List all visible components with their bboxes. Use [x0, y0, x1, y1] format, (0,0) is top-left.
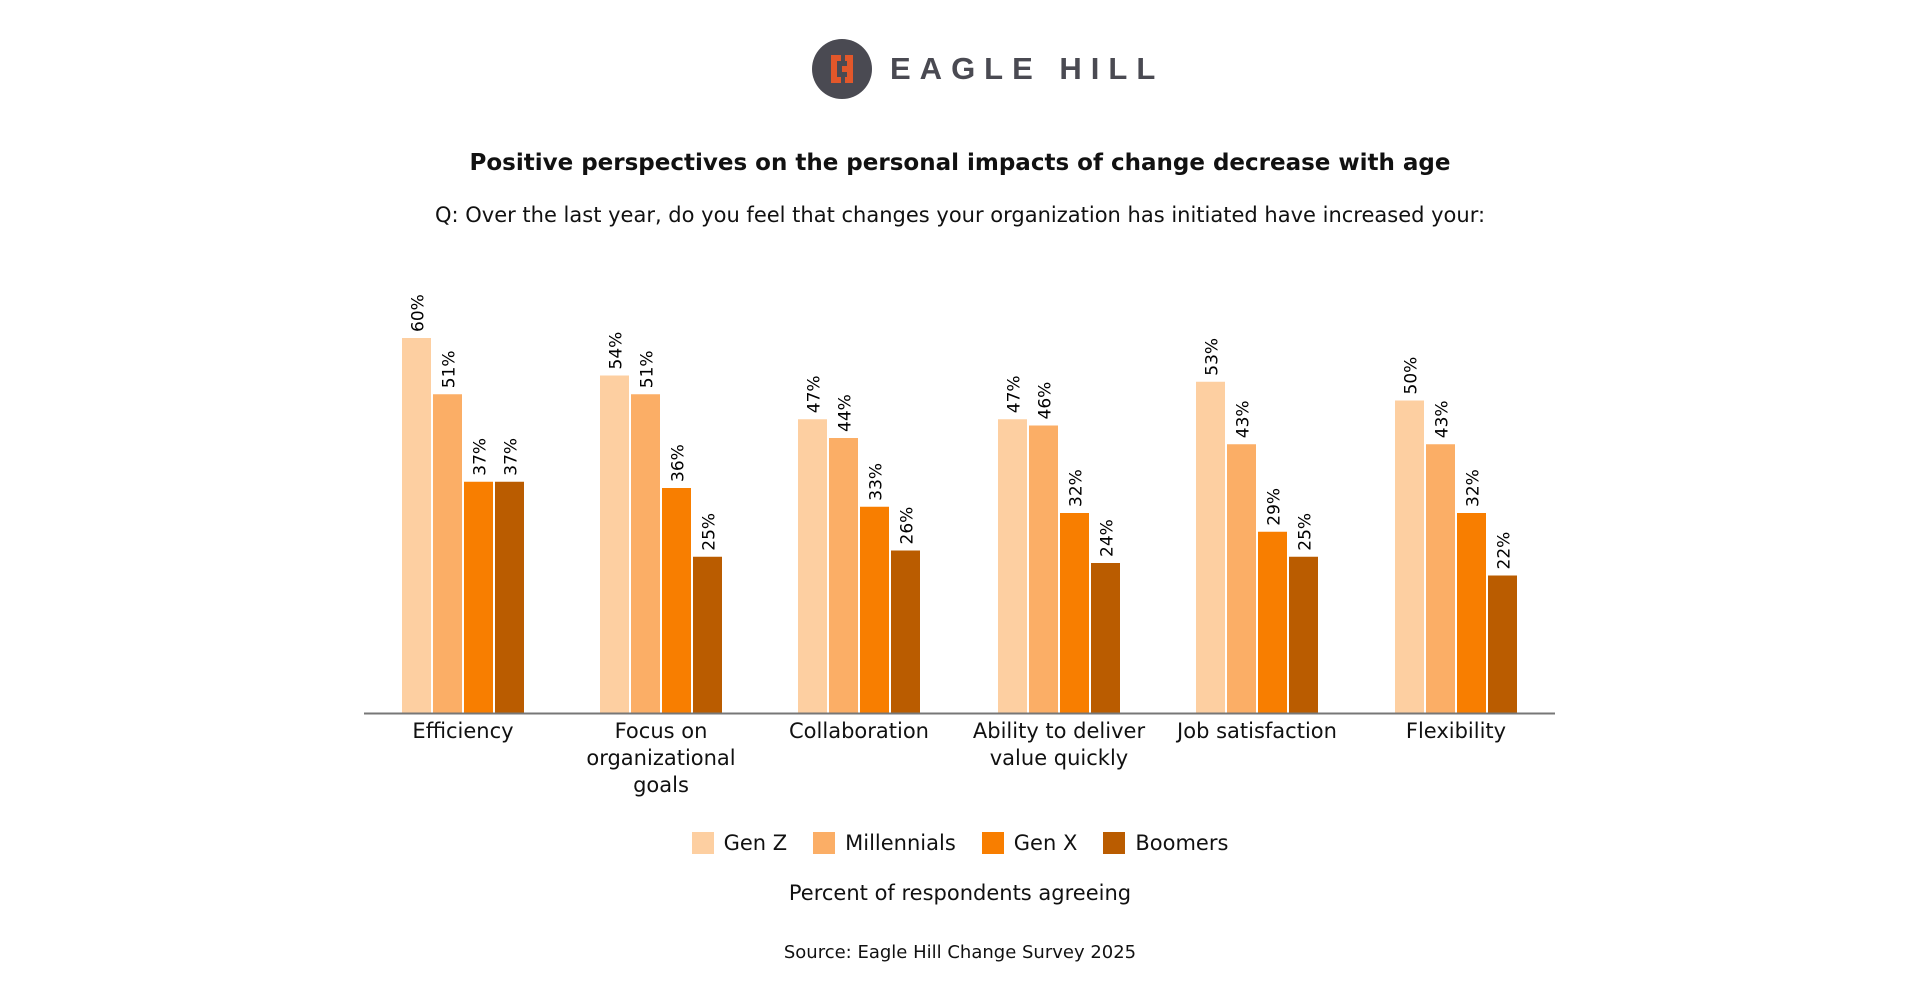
category-label: Flexibility	[1356, 718, 1556, 745]
data-label: 43%	[1234, 400, 1254, 438]
bar-gen-z	[1395, 400, 1424, 713]
legend-item: Millennials	[813, 831, 956, 855]
category-label-line: goals	[633, 773, 689, 797]
legend-swatch	[813, 832, 836, 854]
legend-item: Gen X	[981, 831, 1078, 855]
bar-boomers	[1289, 556, 1318, 713]
data-label: 37%	[502, 438, 522, 476]
data-label: 26%	[898, 507, 918, 545]
bar-boomers	[891, 550, 920, 713]
legend-label: Gen X	[1013, 831, 1078, 855]
data-label: 22%	[1495, 532, 1515, 570]
data-label: 50%	[1402, 357, 1422, 395]
legend-swatch	[691, 832, 714, 854]
data-label: 51%	[638, 350, 658, 388]
category-label: Efficiency	[363, 718, 563, 745]
legend-item: Gen Z	[691, 831, 788, 855]
data-label: 24%	[1098, 519, 1118, 557]
data-label: 25%	[700, 513, 720, 551]
bar-gen-x	[1258, 531, 1287, 713]
category-label: Job satisfaction	[1157, 718, 1357, 745]
category-label-line: Job satisfaction	[1177, 719, 1337, 743]
category-label: Ability to deliver value quickly	[959, 718, 1159, 772]
chart-title: Positive perspectives on the personal im…	[469, 150, 1451, 176]
category-label-line: organizational	[586, 746, 736, 770]
data-label: 29%	[1265, 488, 1285, 526]
data-label: 60%	[409, 294, 429, 332]
bar-gen-x	[1060, 513, 1089, 713]
data-label: 47%	[1005, 375, 1025, 413]
bar-millennials	[1227, 444, 1256, 713]
bar-gen-x	[1457, 513, 1486, 713]
bar-millennials	[1029, 425, 1058, 713]
data-label: 47%	[805, 375, 825, 413]
category-label: Focus on organizational goals	[561, 718, 761, 799]
bar-gen-z	[998, 419, 1027, 713]
bar-millennials	[829, 438, 858, 713]
category-label-line: Flexibility	[1405, 719, 1507, 743]
data-label: 32%	[1464, 469, 1484, 507]
bar-boomers	[495, 481, 524, 713]
bar-boomers	[693, 556, 722, 713]
eagle-hill-logo-icon	[812, 39, 872, 99]
data-label: 25%	[1296, 513, 1316, 551]
legend-label: Gen Z	[723, 831, 788, 855]
bar-gen-z	[1196, 381, 1225, 713]
bar-gen-z	[402, 338, 431, 713]
category-label-line: Ability to deliver	[972, 719, 1146, 743]
bar-gen-z	[600, 375, 629, 713]
logo-text: EAGLE HILL	[890, 51, 1165, 86]
data-label: 43%	[1433, 400, 1453, 438]
x-axis-label: Percent of respondents agreeing	[788, 881, 1132, 905]
data-label: 36%	[669, 444, 689, 482]
data-label: 32%	[1067, 469, 1087, 507]
data-label: 53%	[1203, 338, 1223, 376]
category-label-line: Efficiency	[412, 719, 514, 743]
bar-gen-x	[860, 506, 889, 713]
legend-label: Millennials	[845, 831, 956, 855]
legend: Gen Z Millennials Gen X Boomers	[0, 831, 1920, 855]
bar-gen-x	[662, 488, 691, 713]
source-note: Source: Eagle Hill Change Survey 2025	[783, 942, 1137, 963]
legend-swatch	[981, 832, 1004, 854]
chart-subtitle: Q: Over the last year, do you feel that …	[434, 203, 1486, 227]
data-label: 51%	[440, 350, 460, 388]
data-label: 44%	[836, 394, 856, 432]
data-label: 54%	[607, 332, 627, 370]
bar-millennials	[1426, 444, 1455, 713]
bar-boomers	[1091, 563, 1120, 713]
legend-swatch	[1103, 832, 1126, 854]
data-label: 33%	[867, 463, 887, 501]
category-label-line: Focus on	[614, 719, 708, 743]
bar-millennials	[631, 394, 660, 713]
legend-label: Boomers	[1135, 831, 1229, 855]
bar-gen-z	[798, 419, 827, 713]
legend-item: Boomers	[1103, 831, 1228, 855]
eagle-hill-logo: EAGLE HILL	[812, 39, 1164, 99]
category-label: Collaboration	[759, 718, 959, 745]
bar-millennials	[433, 394, 462, 713]
category-label-line: value quickly	[989, 746, 1129, 770]
data-label: 37%	[471, 438, 491, 476]
bar-boomers	[1488, 575, 1517, 713]
category-label-line: Collaboration	[789, 719, 929, 743]
data-label: 46%	[1036, 382, 1056, 420]
bar-gen-x	[464, 481, 493, 713]
